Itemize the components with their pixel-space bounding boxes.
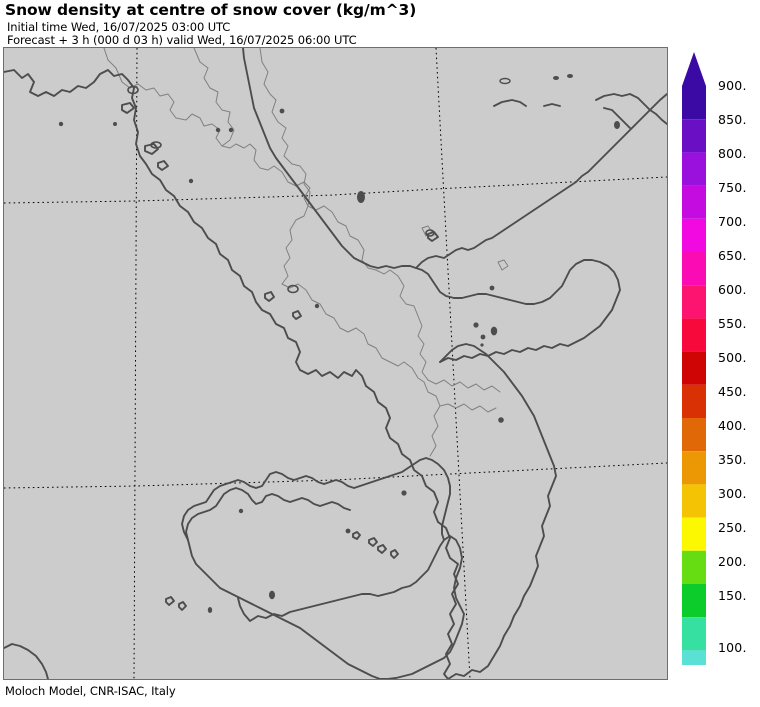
administrative-borders xyxy=(103,48,509,457)
colorbar-label-700: 700. xyxy=(718,214,747,229)
colorbar-label-600: 600. xyxy=(718,282,747,297)
map-geography xyxy=(4,48,667,679)
colorbar-top-arrow xyxy=(682,52,706,86)
colorbar-label-750: 750. xyxy=(718,180,747,195)
colorbar-label-300: 300. xyxy=(718,486,747,501)
map-panel[interactable] xyxy=(3,47,668,680)
forecast-validity-label: Forecast + 3 h (000 d 03 h) valid Wed, 1… xyxy=(7,33,357,47)
model-credit-label: Moloch Model, CNR-ISAC, Italy xyxy=(5,684,176,698)
colorbar-label-850: 850. xyxy=(718,112,747,127)
colorbar-label-100: 100. xyxy=(718,640,747,655)
colorbar: 900. 850. 800. 750. 700. 650. 600. 550. … xyxy=(672,50,760,665)
colorbar-label-650: 650. xyxy=(718,248,747,263)
colorbar-label-200: 200. xyxy=(718,554,747,569)
graticule-lines xyxy=(4,48,667,679)
coastlines xyxy=(4,48,667,679)
colorbar-label-500: 500. xyxy=(718,350,747,365)
colorbar-label-250: 250. xyxy=(718,520,747,535)
colorbar-label-450: 450. xyxy=(718,384,747,399)
colorbar-label-550: 550. xyxy=(718,316,747,331)
colorbar-label-900: 900. xyxy=(718,78,747,93)
colorbar-swatches xyxy=(682,52,706,665)
colorbar-label-400: 400. xyxy=(718,418,747,433)
colorbar-label-150: 150. xyxy=(718,588,747,603)
inland-lakes-and-specks xyxy=(58,74,620,613)
header-text-block: Snow density at centre of snow cover (kg… xyxy=(5,0,665,47)
colorbar-label-800: 800. xyxy=(718,146,747,161)
page-title: Snow density at centre of snow cover (kg… xyxy=(5,1,417,19)
colorbar-label-350: 350. xyxy=(718,452,747,467)
colorbar-segments xyxy=(682,52,706,665)
initial-time-label: Initial time Wed, 16/07/2025 03:00 UTC xyxy=(7,20,231,34)
